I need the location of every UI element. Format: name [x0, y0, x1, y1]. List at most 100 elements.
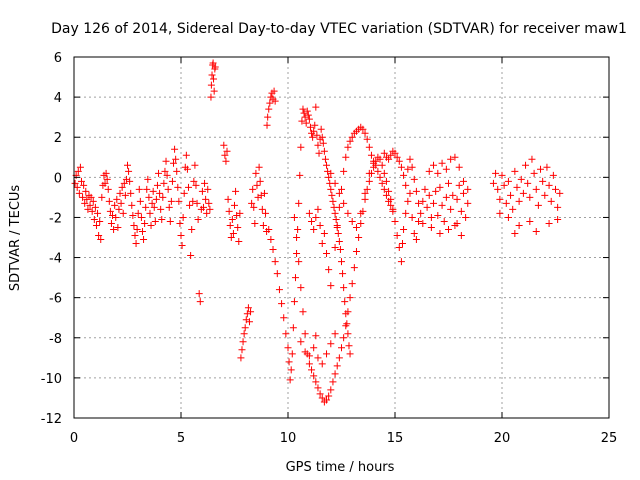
data-point — [144, 175, 152, 183]
data-point — [199, 203, 207, 211]
data-point — [556, 189, 564, 197]
data-point — [179, 213, 187, 221]
data-point — [284, 344, 292, 352]
data-point — [335, 354, 343, 362]
data-point — [287, 366, 295, 374]
data-point — [365, 143, 373, 151]
data-point — [282, 330, 290, 338]
data-point — [309, 133, 317, 141]
data-point — [393, 153, 401, 161]
data-point — [245, 318, 253, 326]
data-point — [314, 354, 322, 362]
data-point — [238, 346, 246, 354]
data-point — [543, 163, 551, 171]
data-point — [348, 133, 356, 141]
data-point — [91, 203, 99, 211]
data-point — [310, 344, 318, 352]
data-point — [239, 338, 247, 346]
data-point — [231, 201, 238, 209]
data-point — [438, 201, 446, 209]
data-point — [273, 270, 281, 278]
data-point — [290, 298, 298, 306]
data-point — [449, 191, 457, 199]
data-point — [382, 177, 390, 185]
data-point — [345, 342, 353, 350]
data-point — [175, 197, 183, 205]
data-point — [430, 161, 438, 169]
data-point — [374, 167, 382, 175]
data-point — [83, 195, 91, 203]
data-point — [316, 221, 324, 229]
data-point — [397, 258, 405, 266]
data-point — [271, 97, 279, 105]
x-tick-label: 10 — [280, 431, 297, 446]
data-point — [395, 157, 403, 165]
data-point — [126, 177, 134, 185]
data-point — [342, 322, 350, 330]
data-point — [391, 149, 399, 157]
x-tick-label: 15 — [387, 431, 404, 446]
data-point — [208, 71, 216, 79]
data-point — [147, 221, 155, 229]
data-point — [229, 229, 237, 237]
data-point — [140, 236, 148, 244]
data-point — [423, 203, 431, 211]
data-point — [459, 189, 467, 197]
data-point — [124, 161, 131, 169]
data-point — [342, 153, 350, 161]
data-point — [380, 169, 388, 177]
data-point — [234, 223, 242, 231]
data-point — [301, 330, 309, 338]
data-point — [159, 193, 167, 201]
data-point — [316, 390, 324, 398]
data-point — [522, 161, 530, 169]
data-point — [132, 240, 140, 248]
data-point — [318, 394, 326, 402]
data-point — [509, 205, 517, 213]
data-point — [344, 308, 352, 316]
data-point — [352, 248, 360, 256]
data-point — [303, 107, 311, 115]
data-point — [312, 213, 320, 221]
data-point — [120, 179, 128, 187]
data-point — [210, 87, 218, 95]
data-point — [406, 155, 414, 163]
x-axis-label: GPS time / hours — [286, 460, 395, 475]
data-point — [155, 169, 163, 177]
data-point — [438, 159, 446, 167]
data-point — [135, 185, 143, 193]
data-point — [249, 185, 257, 193]
data-point — [104, 185, 112, 193]
data-point — [314, 141, 322, 149]
data-point — [539, 177, 547, 185]
data-point — [111, 201, 119, 209]
x-tick-label: 5 — [177, 431, 185, 446]
data-point — [203, 209, 211, 217]
data-point — [171, 145, 179, 153]
data-point — [201, 179, 209, 187]
data-point — [554, 203, 562, 211]
data-point — [329, 197, 337, 205]
data-point — [163, 171, 171, 179]
data-point — [192, 181, 200, 189]
x-tick-label: 0 — [70, 431, 78, 446]
data-point — [323, 161, 331, 169]
plot-frame — [73, 56, 610, 419]
data-point — [451, 153, 459, 161]
data-point — [204, 185, 212, 193]
data-point — [404, 165, 412, 173]
data-point — [376, 155, 384, 163]
data-point — [256, 177, 264, 185]
data-point — [269, 246, 277, 254]
data-point — [295, 199, 303, 207]
data-point — [545, 181, 553, 189]
data-point — [404, 197, 412, 205]
data-point — [504, 177, 512, 185]
data-point — [380, 185, 388, 193]
data-point — [101, 179, 109, 187]
data-point — [299, 105, 307, 113]
data-point — [346, 350, 354, 358]
data-point — [198, 187, 206, 195]
data-point — [195, 290, 203, 298]
data-point — [158, 215, 166, 223]
